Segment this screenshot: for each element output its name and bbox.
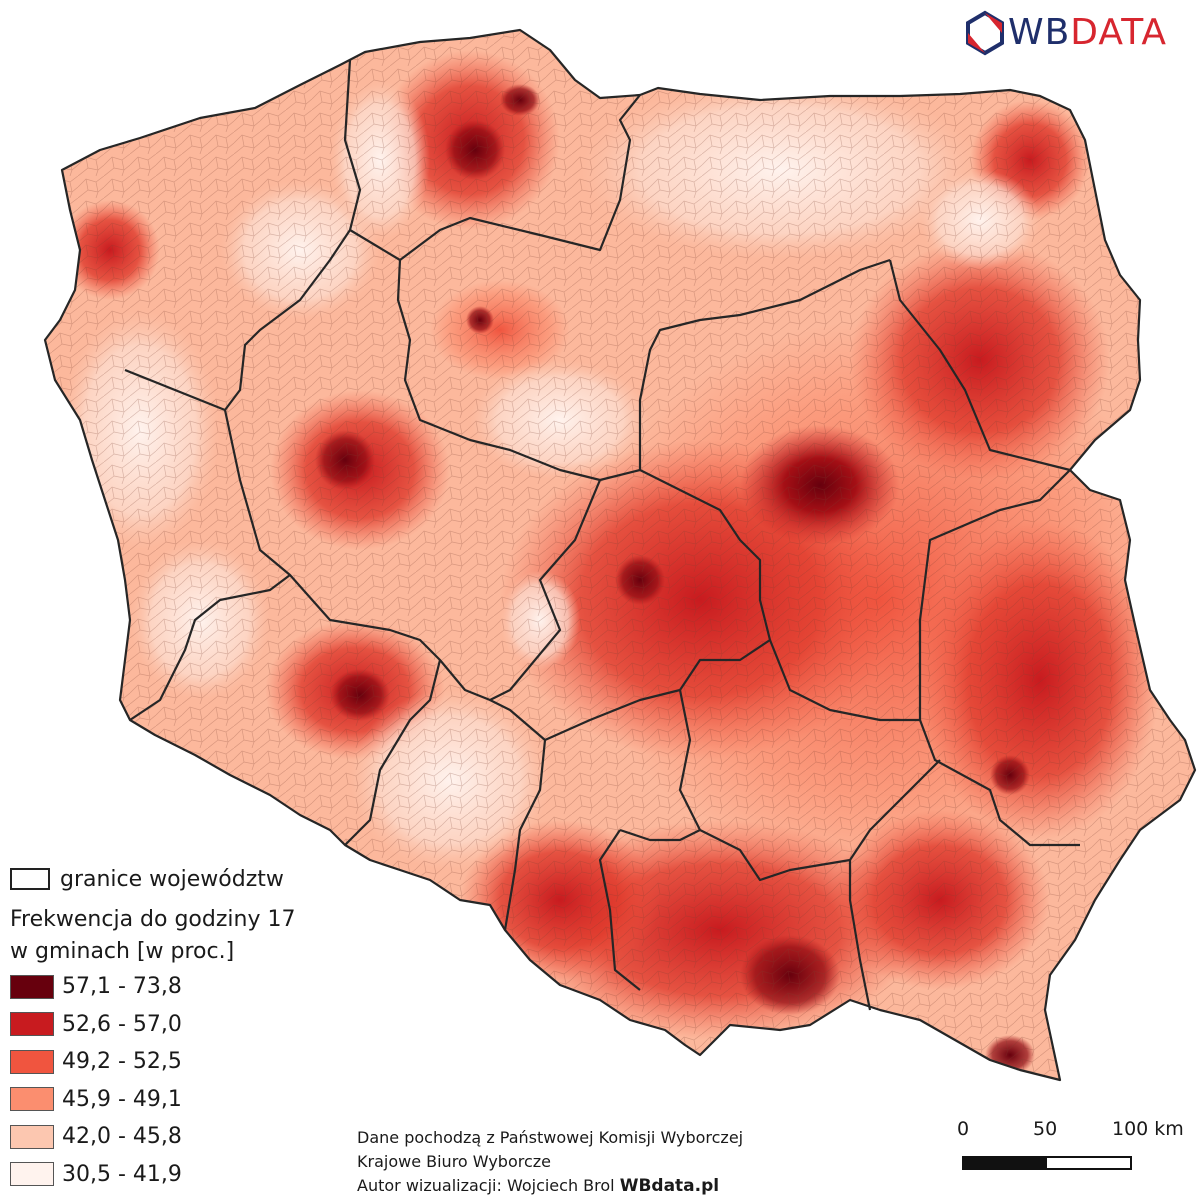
logo-wb-text: WB [1008,12,1071,53]
legend-class-label: 52,6 - 57,0 [62,1011,182,1037]
credits: Dane pochodzą z Państwowej Komisji Wybor… [357,1126,743,1198]
legend-class-label: 30,5 - 41,9 [62,1161,182,1187]
legend-title-line1: Frekwencja do godziny 17 [10,907,296,932]
legend-swatch [10,1124,54,1149]
legend-title-line2: w gminach [w proc.] [10,939,235,964]
scale-segment-black [964,1158,1047,1168]
legend-swatch [10,1162,54,1187]
legend-swatch [10,1012,54,1037]
hexagon-logo-icon [966,10,1004,56]
scale-label-100: 100 km [1112,1118,1184,1140]
legend-class-3: 45,9 - 49,1 [10,1081,330,1119]
scale-label-0: 0 [957,1118,970,1140]
scale-bar-graphic [962,1156,1132,1170]
credits-source: Dane pochodzą z Państwowej Komisji Wybor… [357,1128,744,1147]
legend-class-4: 42,0 - 45,8 [10,1118,330,1156]
scale-bar: 0 50 100 km [945,1118,1185,1188]
wbdata-logo: WBDATA [962,10,1192,56]
legend-class-label: 57,1 - 73,8 [62,974,182,1000]
legend-border-label: granice województw [60,866,284,892]
legend-class-5: 30,5 - 41,9 [10,1156,330,1194]
legend-swatch [10,1087,54,1112]
legend-classes: 57,1 - 73,8 52,6 - 57,0 49,2 - 52,5 45,9 - … [10,968,330,1193]
credits-author: Autor wizualizacji: Wojciech Brol WBdata… [357,1174,743,1198]
voivodeship-borders [43,28,1197,1082]
credits-author-text: Autor wizualizacji: Wojciech Brol [357,1176,620,1195]
legend-border-entry: granice województw [10,862,330,896]
legend-swatch [10,974,54,999]
scale-label-50: 50 [1033,1118,1058,1140]
legend-title: Frekwencja do godziny 17 w gminach [w pr… [10,904,330,968]
credits-site: WBdata.pl [619,1176,720,1196]
legend-class-0: 57,1 - 73,8 [10,968,330,1006]
legend-class-2: 49,2 - 52,5 [10,1043,330,1081]
legend-class-label: 49,2 - 52,5 [62,1049,182,1075]
credits-source-2: Krajowe Biuro Wyborcze [357,1152,552,1171]
logo-data-text: DATA [1070,12,1168,53]
map-legend: granice województw Frekwencja do godziny… [10,862,330,1193]
legend-class-1: 52,6 - 57,0 [10,1006,330,1044]
legend-class-label: 45,9 - 49,1 [62,1086,182,1112]
scale-segment-white [1047,1158,1130,1168]
legend-class-label: 42,0 - 45,8 [62,1124,182,1150]
border-swatch [10,868,50,890]
legend-swatch [10,1049,54,1074]
